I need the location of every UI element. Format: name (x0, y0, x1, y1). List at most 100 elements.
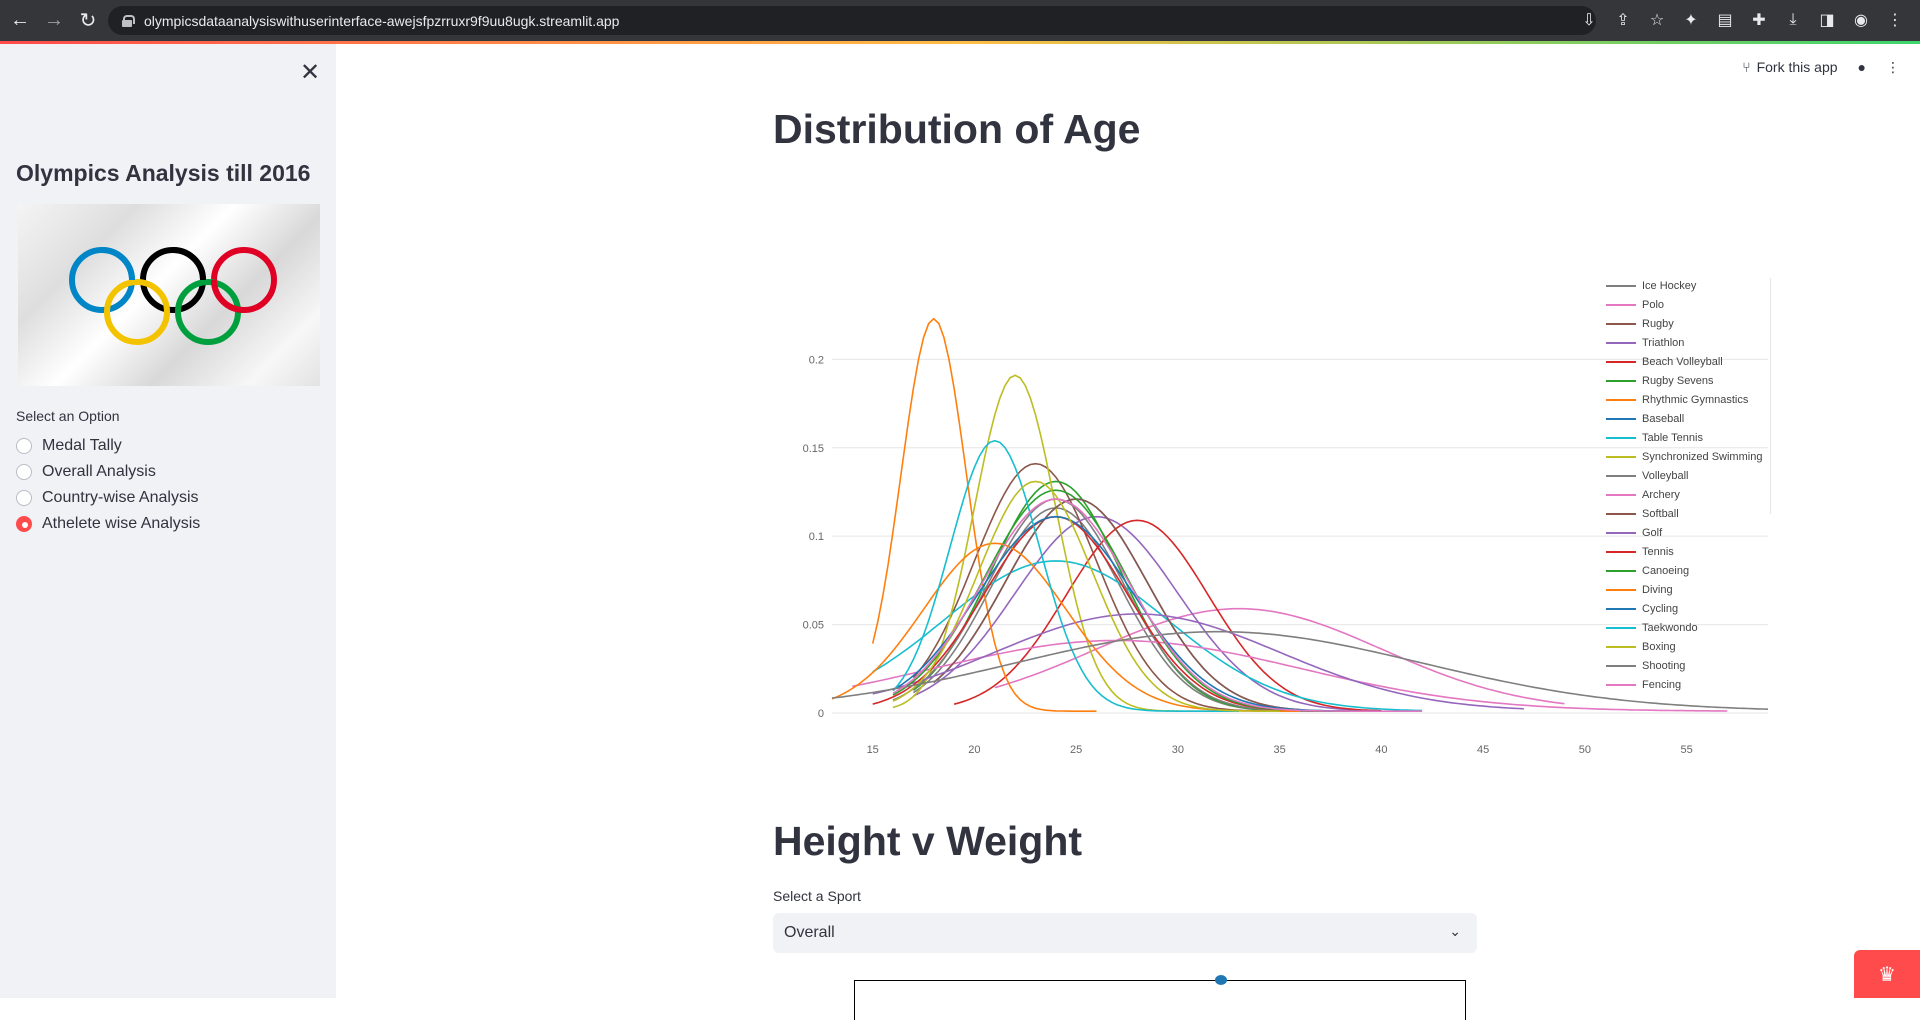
option-radio-group: Medal Tally Overall Analysis Country-wis… (16, 433, 200, 537)
sidebar-title: Olympics Analysis till 2016 (16, 160, 311, 186)
legend-swatch (1606, 588, 1636, 591)
radio-country-wise-analysis[interactable]: Country-wise Analysis (16, 485, 200, 511)
page-title: Distribution of Age (773, 106, 1141, 152)
legend-item[interactable]: Shooting (1606, 656, 1762, 675)
puzzle-icon[interactable]: ✚ (1752, 12, 1766, 29)
y-tick-label: 0 (818, 708, 824, 720)
legend-swatch (1606, 664, 1636, 667)
lock-icon (122, 14, 135, 27)
legend-swatch (1606, 569, 1636, 572)
legend-label: Baseball (1642, 412, 1685, 425)
legend-label: Synchronized Swimming (1642, 450, 1763, 463)
age-distribution-chart: 0 0.05 0.1 0.15 0.2 15 20 25 30 35 40 45 50 55 (803, 317, 1769, 756)
tab-search-icon[interactable]: ▤ (1717, 12, 1733, 29)
install-icon[interactable]: ⇩ (1582, 12, 1596, 29)
legend-item[interactable]: Rugby (1606, 314, 1762, 333)
chart-legend: Ice Hockey Polo Rugby Triathlon Beach Volley… (1606, 276, 1762, 694)
legend-swatch (1606, 683, 1636, 686)
legend-swatch (1606, 360, 1636, 363)
legend-label: Shooting (1642, 659, 1686, 672)
legend-item[interactable]: Triathlon (1606, 333, 1762, 352)
radio-circle-selected[interactable] (16, 516, 32, 532)
reload-icon[interactable]: ↻ (79, 10, 97, 32)
legend-item[interactable]: Rhythmic Gymnastics (1606, 390, 1762, 409)
app-menu-icon[interactable]: ⋮ (1886, 58, 1900, 75)
fork-button[interactable]: ⑂ Fork this app (1742, 59, 1837, 75)
bookmark-star-icon[interactable]: ☆ (1649, 12, 1665, 29)
radio-medal-tally[interactable]: Medal Tally (16, 433, 200, 459)
legend-swatch (1606, 512, 1636, 515)
legend-label: Archery (1642, 488, 1680, 501)
streamlit-badge[interactable]: ♛ (1854, 950, 1920, 998)
profile-avatar[interactable]: ◉ (1854, 12, 1868, 29)
legend-label: Polo (1642, 298, 1665, 311)
radio-overall-analysis[interactable]: Overall Analysis (16, 459, 200, 485)
radio-athelete-wise-analysis[interactable]: Athelete wise Analysis (16, 511, 200, 537)
legend-item[interactable]: Fencing (1606, 675, 1762, 694)
legend-item[interactable]: Ice Hockey (1606, 276, 1762, 295)
forward-icon[interactable]: → (44, 9, 64, 31)
series-line-polo (994, 607, 1565, 705)
legend-label: Taekwondo (1642, 621, 1698, 634)
height-weight-plot (854, 975, 1466, 1020)
radio-circle[interactable] (16, 438, 32, 454)
legend-item[interactable]: Cycling (1606, 599, 1762, 618)
x-tick-label: 45 (1477, 744, 1489, 756)
legend-label: Canoeing (1642, 564, 1690, 577)
back-icon[interactable]: ← (10, 9, 30, 31)
plot-marker (1215, 975, 1227, 985)
series-line-taekwondo (892, 439, 1239, 713)
legend-item[interactable]: Synchronized Swimming (1606, 447, 1762, 466)
legend-label: Rugby (1642, 317, 1674, 330)
fork-label: Fork this app (1756, 59, 1838, 75)
series-line-table-tennis (872, 560, 1423, 712)
legend-item[interactable]: Table Tennis (1606, 428, 1762, 447)
extension-icon[interactable]: ✦ (1684, 12, 1698, 29)
browser-menu-icon[interactable]: ⋮ (1887, 12, 1903, 29)
legend-item[interactable]: Volleyball (1606, 466, 1762, 485)
x-tick-label: 55 (1680, 744, 1692, 756)
share-icon[interactable]: ⇪ (1616, 12, 1630, 29)
legend-label: Softball (1642, 507, 1679, 520)
legend-label: Tennis (1642, 545, 1674, 558)
legend-item[interactable]: Tennis (1606, 542, 1762, 561)
address-bar[interactable]: olympicsdataanalysiswithuserinterface-aw… (108, 6, 1596, 35)
legend-swatch (1606, 417, 1636, 420)
legend-item[interactable]: Golf (1606, 523, 1762, 542)
legend-item[interactable]: Boxing (1606, 637, 1762, 656)
download-icon[interactable]: ⤓ (1789, 11, 1797, 28)
legend-label: Rugby Sevens (1642, 374, 1714, 387)
legend-item[interactable]: Diving (1606, 580, 1762, 599)
series-line-beach-volleyball (953, 519, 1382, 712)
legend-item[interactable]: Beach Volleyball (1606, 352, 1762, 371)
series-line-boxing (892, 480, 1280, 713)
legend-item[interactable]: Taekwondo (1606, 618, 1762, 637)
radio-circle[interactable] (16, 464, 32, 480)
legend-swatch (1606, 341, 1636, 344)
series-line-baseball (933, 498, 1362, 712)
option-label: Select an Option (16, 408, 120, 424)
close-icon[interactable]: ✕ (300, 59, 321, 86)
legend-item[interactable]: Canoeing (1606, 561, 1762, 580)
legend-item[interactable]: Softball (1606, 504, 1762, 523)
radio-circle[interactable] (16, 490, 32, 506)
y-tick-label: 0.15 (803, 443, 824, 455)
legend-item[interactable]: Baseball (1606, 409, 1762, 428)
side-panel-icon[interactable]: ◨ (1819, 12, 1835, 29)
legend-label: Beach Volleyball (1642, 355, 1723, 368)
legend-swatch (1606, 455, 1636, 458)
legend-label: Ice Hockey (1642, 279, 1697, 292)
legend-swatch (1606, 626, 1636, 629)
legend-swatch (1606, 645, 1636, 648)
main-content: Distribution of Age 0 0.05 0.1 0.15 0.2 15 20 2… (336, 44, 1920, 1020)
legend-label: Triathlon (1642, 336, 1685, 349)
series-line-shooting (831, 630, 1769, 710)
legend-item[interactable]: Polo (1606, 295, 1762, 314)
github-icon[interactable]: ● (1857, 59, 1866, 75)
legend-item[interactable]: Rugby Sevens (1606, 371, 1762, 390)
series-line-rugby (912, 462, 1280, 712)
legend-swatch (1606, 531, 1636, 534)
sport-select[interactable]: Overall ⌄ (773, 913, 1477, 953)
legend-item[interactable]: Archery (1606, 485, 1762, 504)
crown-icon: ♛ (1878, 963, 1896, 986)
